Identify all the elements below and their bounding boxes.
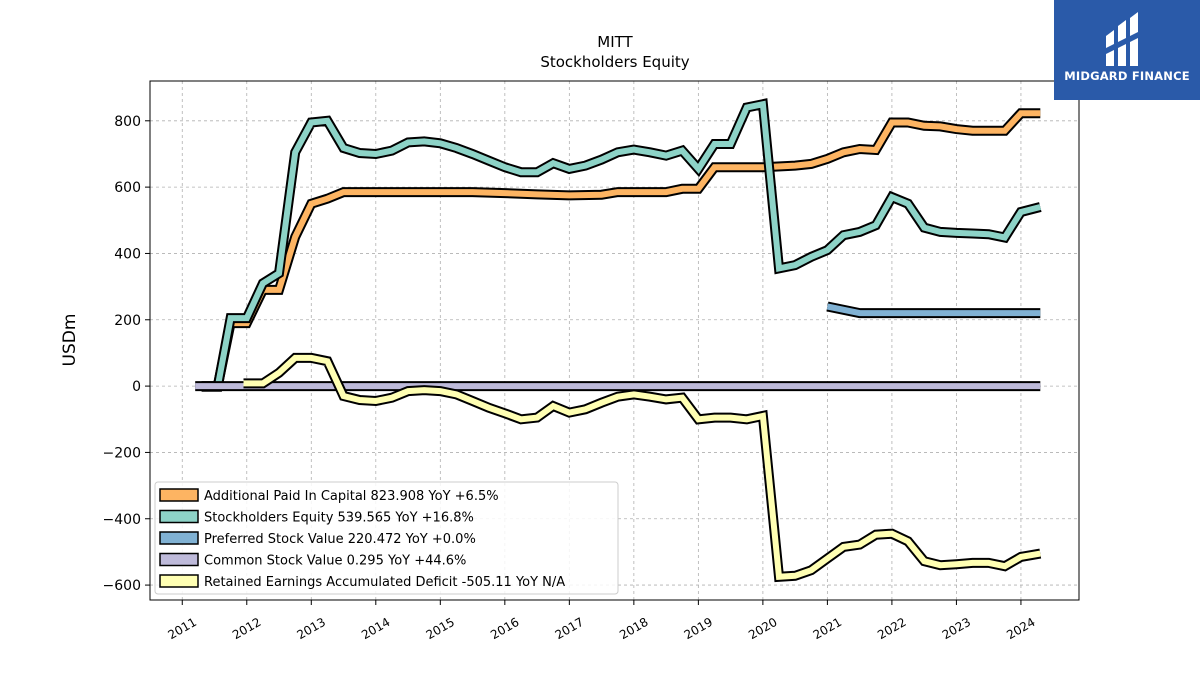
legend-label: Retained Earnings Accumulated Deficit -5… — [204, 575, 565, 590]
legend-label: Preferred Stock Value 220.472 YoY +0.0% — [204, 532, 476, 547]
x-tick-label: 2015 — [424, 615, 457, 642]
x-tick-label: 2022 — [875, 615, 908, 642]
series-line — [201, 100, 1042, 390]
y-tick-label: 400 — [114, 246, 141, 262]
series-stockholders-equity — [201, 98, 1042, 392]
x-axis: 2011 2012 2013 2014 2015 2016 2017 2018 2019 2020… — [166, 600, 1038, 642]
legend-label: Additional Paid In Capital 823.908 YoY +… — [204, 489, 499, 504]
legend-swatch — [159, 531, 199, 545]
legend-swatch — [159, 509, 199, 524]
series-layer — [195, 98, 1042, 583]
legend-swatch — [159, 488, 199, 502]
x-tick-label: 2016 — [488, 615, 521, 642]
x-tick-label: 2011 — [166, 615, 199, 642]
y-tick-label: 0 — [132, 379, 141, 395]
chart-title: MITT — [597, 33, 633, 51]
x-tick-label: 2014 — [359, 615, 392, 642]
series-line — [826, 303, 1041, 317]
midgard-logo-icon — [1106, 12, 1138, 66]
series-additional-paid-in-capital — [201, 108, 1041, 392]
y-axis-label: USDm — [60, 314, 80, 367]
series-outline — [201, 98, 1042, 392]
chart-subtitle: Stockholders Equity — [540, 53, 689, 71]
legend-swatch — [159, 552, 199, 567]
x-tick-label: 2017 — [553, 615, 586, 642]
plot-frame — [149, 80, 1080, 601]
legend: Additional Paid In Capital 823.908 YoY +… — [154, 481, 619, 595]
x-tick-label: 2020 — [746, 615, 779, 642]
series-preferred-stock-value — [826, 301, 1041, 319]
legend-box — [154, 481, 619, 595]
x-tick-label: 2024 — [1004, 615, 1037, 642]
y-axis: 800 600 400 200 0 −200 −400 −600 — [103, 114, 150, 594]
y-tick-label: 200 — [114, 313, 141, 329]
y-tick-label: 800 — [114, 114, 141, 130]
y-tick-label: −200 — [103, 445, 141, 461]
legend-label: Common Stock Value 0.295 YoY +44.6% — [204, 554, 466, 569]
brand-name: MIDGARD FINANCE — [1064, 69, 1190, 83]
x-tick-label: 2013 — [295, 615, 328, 642]
y-tick-label: −600 — [103, 578, 141, 594]
series-retained-earnings-accumulated-deficit — [243, 352, 1042, 583]
legend-label: Stockholders Equity 539.565 YoY +16.8% — [204, 511, 474, 526]
x-tick-label: 2019 — [682, 615, 715, 642]
y-tick-label: 600 — [114, 180, 141, 196]
x-tick-label: 2012 — [230, 615, 263, 642]
x-tick-label: 2023 — [940, 615, 973, 642]
brand-logo: MIDGARD FINANCE — [1054, 0, 1200, 100]
x-tick-label: 2021 — [811, 615, 844, 642]
x-tick-label: 2018 — [617, 615, 650, 642]
legend-swatch — [159, 574, 199, 588]
series-line — [243, 354, 1041, 580]
series-line — [201, 110, 1041, 390]
y-tick-label: −400 — [103, 512, 141, 528]
